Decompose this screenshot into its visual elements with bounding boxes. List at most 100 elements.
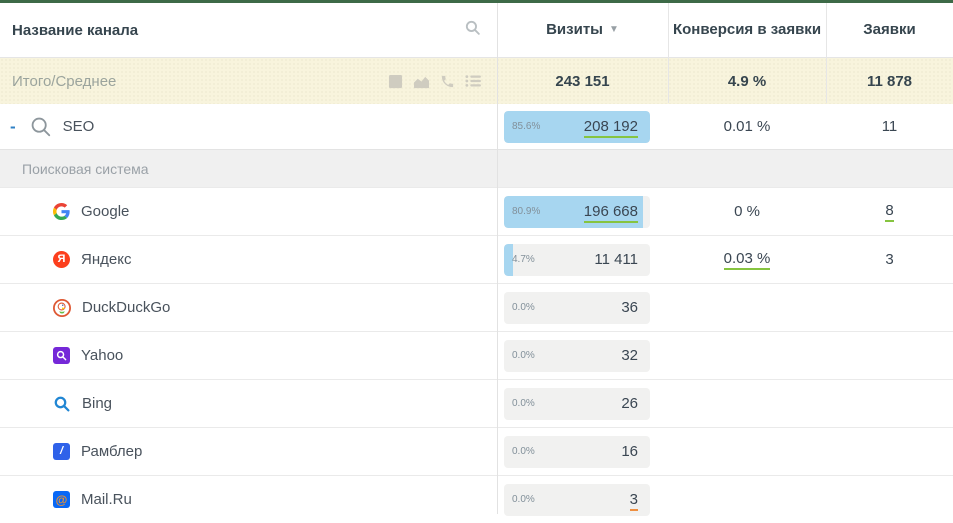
visits-bar[interactable]: 0.0% 3 — [504, 483, 650, 516]
conversion-value: 0 % — [734, 203, 760, 220]
yandex-icon: Я — [53, 251, 70, 268]
leads-value: 3 — [885, 251, 894, 268]
visits-value[interactable]: 16 — [621, 443, 650, 460]
totals-visits: 243 151 — [555, 72, 610, 90]
visits-percent: 0.0% — [512, 398, 535, 409]
mailru-icon: @ — [53, 491, 70, 508]
column-divider — [826, 3, 827, 103]
yahoo-icon — [53, 347, 70, 364]
visits-value-text[interactable]: 3 — [629, 491, 638, 511]
channel-name-cell: Google — [0, 203, 497, 220]
visits-bar[interactable]: 4.7% 11 411 — [504, 243, 650, 276]
conversion-cell: 0 % — [668, 203, 826, 220]
visits-value-text: 32 — [621, 347, 638, 364]
table-header: Название канала Визиты ▼ Конверсия в заявк… — [0, 3, 953, 58]
column-divider — [497, 3, 498, 514]
grid-icon[interactable] — [388, 74, 403, 89]
visits-percent: 4.7% — [512, 254, 535, 265]
visits-percent: 0.0% — [512, 302, 535, 313]
totals-name-cell: Итого/Среднее — [0, 73, 497, 90]
visits-value[interactable]: 3 — [629, 491, 650, 511]
metric-headers: Визиты ▼ Конверсия в заявки Заявки — [497, 3, 953, 57]
table-row[interactable]: - SEO 85.6% 208 192 0.01 % 11 — [0, 104, 953, 149]
channel-name[interactable]: Yahoo — [81, 347, 124, 364]
table-row[interactable]: / Рамблер 0.0% 16 — [0, 427, 953, 475]
table-row[interactable]: Я Яндекс 4.7% 11 411 0.03 % 3 — [0, 235, 953, 283]
search-icon[interactable] — [464, 19, 481, 41]
conversion-value[interactable]: 0.03 % — [723, 250, 771, 270]
magnifier-icon — [30, 116, 52, 138]
column-header[interactable]: Визиты ▼ — [497, 3, 668, 57]
visits-cell: 80.9% 196 668 — [497, 195, 668, 228]
channel-column-title: Название канала — [12, 21, 139, 39]
channel-name[interactable]: Bing — [82, 395, 113, 412]
conversion-value: 0.01 % — [723, 118, 771, 135]
table-body: - SEO 85.6% 208 192 0.01 % 11 Поисковая систем… — [0, 104, 953, 523]
leads-cell: 3 — [826, 251, 953, 268]
visits-cell: 0.0% 32 — [497, 339, 668, 372]
channel-name-cell: / Рамблер — [0, 443, 497, 460]
visits-value[interactable]: 11 411 — [594, 251, 650, 268]
visits-cell: 4.7% 11 411 — [497, 243, 668, 276]
visits-bar-fill — [504, 243, 513, 276]
table-row[interactable]: Bing 0.0% 26 — [0, 379, 953, 427]
visits-value-text: 11 411 — [594, 251, 638, 268]
column-header-label: Конверсия в заявки — [672, 21, 822, 39]
totals-label: Итого/Среднее — [12, 72, 117, 90]
visits-percent: 85.6% — [512, 121, 541, 132]
visits-cell: 0.0% 26 — [497, 387, 668, 420]
visits-bar[interactable]: 0.0% 36 — [504, 291, 650, 324]
channel-name[interactable]: Рамблер — [81, 443, 143, 460]
table-row[interactable]: @ Mail.Ru 0.0% 3 — [0, 475, 953, 523]
leads-value[interactable]: 8 — [885, 202, 894, 222]
leads-cell: 8 — [826, 202, 953, 222]
visits-bar-fill — [504, 110, 650, 143]
channel-name-cell: Bing — [0, 395, 497, 413]
top-accent-bar — [0, 0, 953, 3]
visits-value[interactable]: 26 — [621, 395, 650, 412]
channel-name[interactable]: Google — [81, 203, 130, 220]
phone-icon[interactable] — [440, 74, 455, 89]
table-row[interactable]: Google 80.9% 196 668 0 % 8 — [0, 187, 953, 235]
column-header[interactable]: Конверсия в заявки — [668, 3, 826, 57]
channel-name-cell: Yahoo — [0, 347, 497, 364]
column-divider — [668, 3, 669, 103]
visits-bar[interactable]: 0.0% 32 — [504, 339, 650, 372]
channel-name-cell: Я Яндекс — [0, 251, 497, 268]
table-row[interactable]: Yahoo 0.0% 32 — [0, 331, 953, 379]
channel-name-cell: @ Mail.Ru — [0, 491, 497, 508]
visits-value-text[interactable]: 196 668 — [583, 203, 638, 223]
duckduckgo-icon — [53, 298, 71, 317]
visits-value[interactable]: 196 668 — [583, 203, 650, 223]
visits-bar[interactable]: 85.6% 208 192 — [504, 110, 650, 143]
column-header-label: Заявки — [863, 21, 916, 39]
channel-name[interactable]: SEO — [62, 118, 95, 135]
bing-icon — [53, 395, 71, 413]
table-row[interactable]: DuckDuckGo 0.0% 36 — [0, 283, 953, 331]
channel-name[interactable]: Яндекс — [81, 251, 132, 268]
visits-value-text: 26 — [621, 395, 638, 412]
visits-value-text[interactable]: 208 192 — [583, 118, 638, 138]
channel-name[interactable]: Mail.Ru — [81, 491, 132, 508]
channel-name[interactable]: DuckDuckGo — [82, 299, 171, 316]
visits-value[interactable]: 36 — [621, 299, 650, 316]
visits-value[interactable]: 32 — [621, 347, 650, 364]
visits-bar[interactable]: 80.9% 196 668 — [504, 195, 650, 228]
visits-bar[interactable]: 0.0% 26 — [504, 387, 650, 420]
collapse-toggle[interactable]: - — [10, 117, 16, 136]
sort-desc-icon[interactable]: ▼ — [608, 24, 619, 36]
rambler-icon: / — [53, 443, 70, 460]
visits-percent: 0.0% — [512, 350, 535, 361]
totals-row: Итого/Среднее 243 151 4.9 % 11 878 — [0, 58, 953, 104]
list-icon[interactable] — [465, 74, 481, 88]
visits-bar-fill — [504, 195, 643, 228]
column-header[interactable]: Заявки — [826, 3, 953, 57]
visits-value[interactable]: 208 192 — [583, 118, 650, 138]
totals-conversion: 4.9 % — [727, 72, 767, 90]
visits-bar[interactable]: 0.0% 16 — [504, 435, 650, 468]
area-chart-icon[interactable] — [413, 74, 430, 89]
channel-name-cell: - SEO — [0, 116, 497, 138]
channel-name-cell: DuckDuckGo — [0, 298, 497, 317]
visits-cell: 0.0% 36 — [497, 291, 668, 324]
